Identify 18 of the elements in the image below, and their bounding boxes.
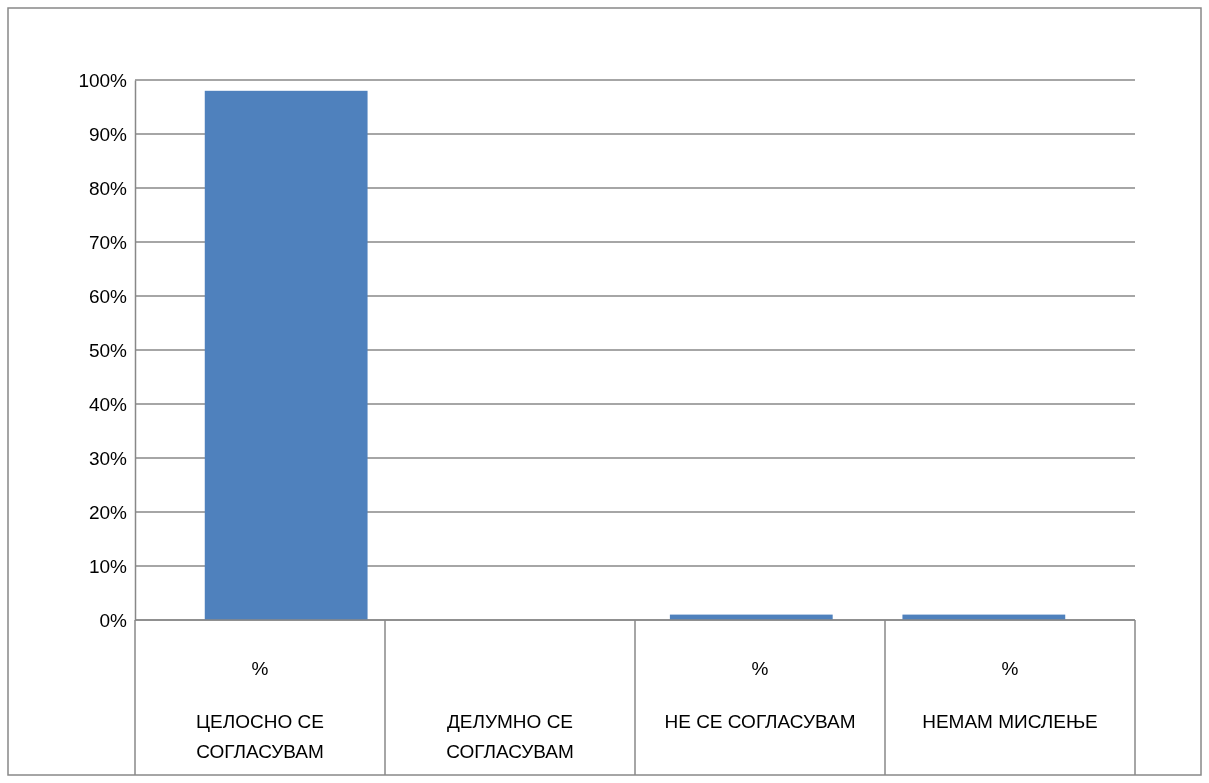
- text: %: [751, 658, 769, 679]
- x-tick-label: НЕМАМ МИСЛЕЊЕ: [922, 711, 1098, 732]
- y-tick-label: 80%: [88, 177, 128, 199]
- y-tick-label: 100%: [78, 69, 128, 91]
- y-tick-label: 20%: [88, 501, 128, 523]
- y-tick-label: 50%: [88, 339, 128, 361]
- x-tick-label: НЕ СЕ СОГЛАСУВАМ: [664, 711, 856, 732]
- y-tick-label: 70%: [88, 231, 128, 253]
- y-tick-label: 40%: [88, 393, 128, 415]
- x-tick-label: ДЕЛУМНО СЕ СОГЛАСУВАМ: [446, 711, 574, 762]
- y-tick-label: 90%: [88, 123, 128, 145]
- y-tick-label: 0%: [99, 609, 128, 631]
- text: %: [251, 658, 269, 679]
- y-tick-label: 30%: [88, 447, 128, 469]
- y-tick-label: 10%: [88, 555, 128, 577]
- x-tick-label: ЦЕЛОСНО СЕ СОГЛАСУВАМ: [196, 711, 324, 762]
- text: %: [1001, 658, 1019, 679]
- y-tick-label: 60%: [88, 285, 128, 307]
